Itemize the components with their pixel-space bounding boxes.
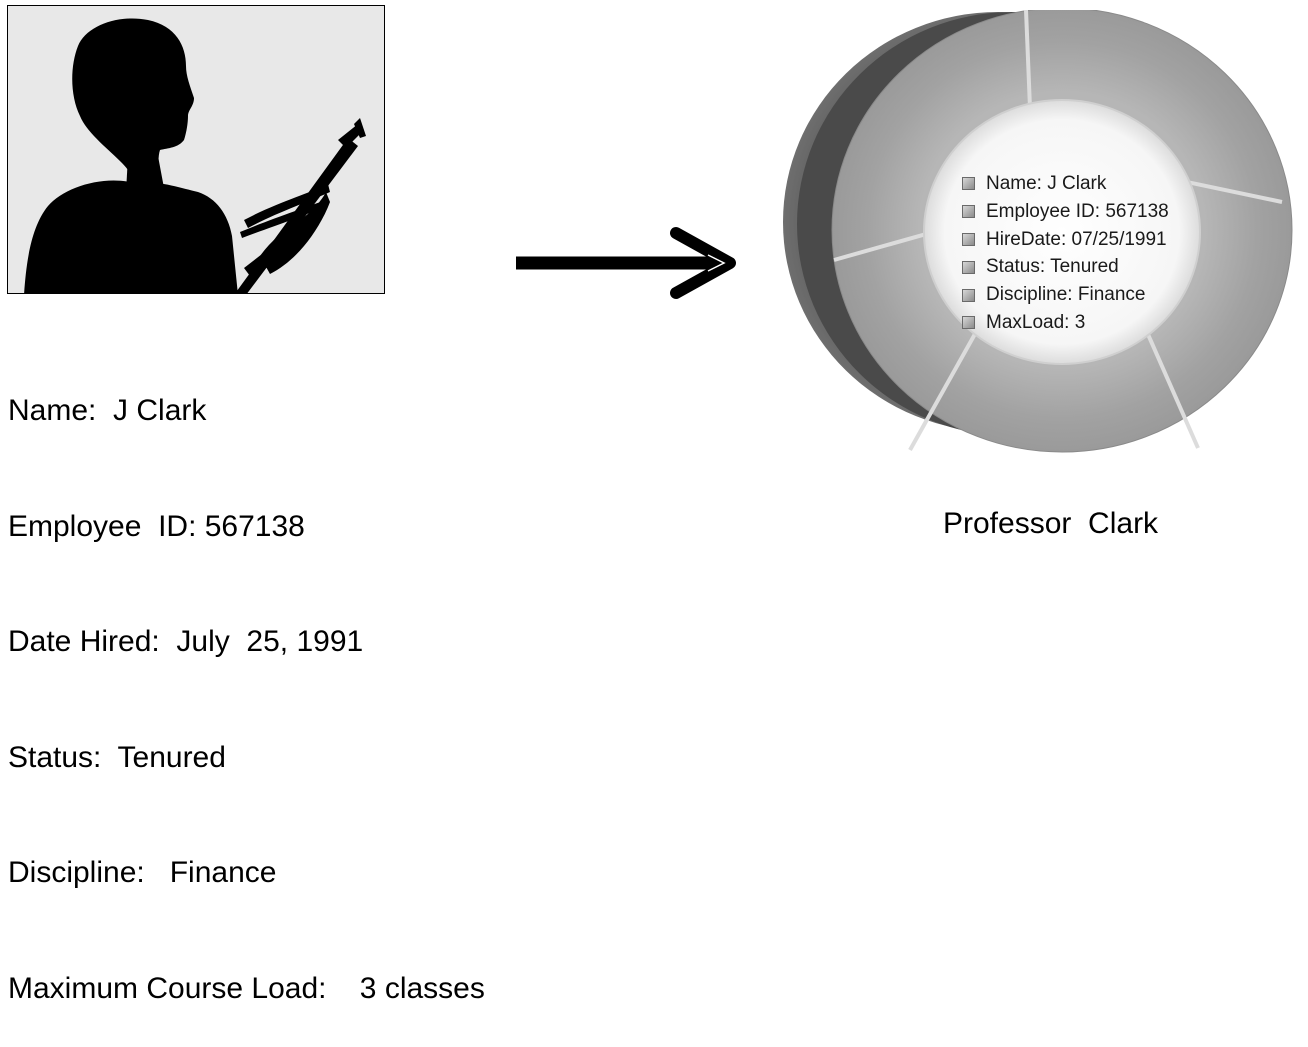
- object-field-list: Name: J Clark Employee ID: 567138 HireDa…: [962, 170, 1169, 337]
- object-field: Employee ID: 567138: [962, 198, 1169, 226]
- square-bullet-icon: [962, 177, 975, 191]
- attribute-max-course-load: Maximum Course Load: 3 classes: [8, 971, 485, 1005]
- attribute-name: Name: J Clark: [8, 394, 207, 427]
- object-field-hire-date: HireDate: 07/25/1991: [986, 228, 1167, 250]
- object-field-discipline: Discipline: Finance: [986, 284, 1146, 306]
- object-field: HireDate: 07/25/1991: [962, 226, 1169, 254]
- attribute-employee-id: Employee ID: 567138: [8, 509, 305, 543]
- attribute-status: Status: Tenured: [8, 740, 226, 774]
- object-ring-icon: [783, 10, 1293, 453]
- object-field-max-load: MaxLoad: 3: [986, 311, 1086, 333]
- person-photo: [7, 5, 385, 294]
- attribute-discipline: Discipline: Finance: [8, 856, 277, 889]
- square-bullet-icon: [962, 316, 975, 330]
- object-field: Discipline: Finance: [962, 281, 1169, 309]
- object-field-name: Name: J Clark: [986, 173, 1107, 194]
- object-caption: Professor Clark: [943, 507, 1159, 540]
- person-attributes: Name: J Clark Employee ID: 567138 Date H…: [8, 315, 485, 1047]
- woman-silhouette-with-rifle-icon: [24, 18, 366, 293]
- square-bullet-icon: [962, 232, 975, 246]
- object-field: Name: J Clark: [962, 170, 1169, 198]
- object-field: Status: Tenured: [962, 253, 1169, 281]
- object-field: MaxLoad: 3: [962, 309, 1169, 337]
- right-arrow-icon: [516, 227, 736, 299]
- square-bullet-icon: [962, 260, 975, 274]
- attribute-date-hired: Date Hired: July 25, 1991: [8, 625, 364, 658]
- square-bullet-icon: [962, 288, 975, 302]
- square-bullet-icon: [962, 205, 975, 219]
- object-field-status: Status: Tenured: [986, 256, 1119, 278]
- object-field-employee-id: Employee ID: 567138: [986, 200, 1169, 222]
